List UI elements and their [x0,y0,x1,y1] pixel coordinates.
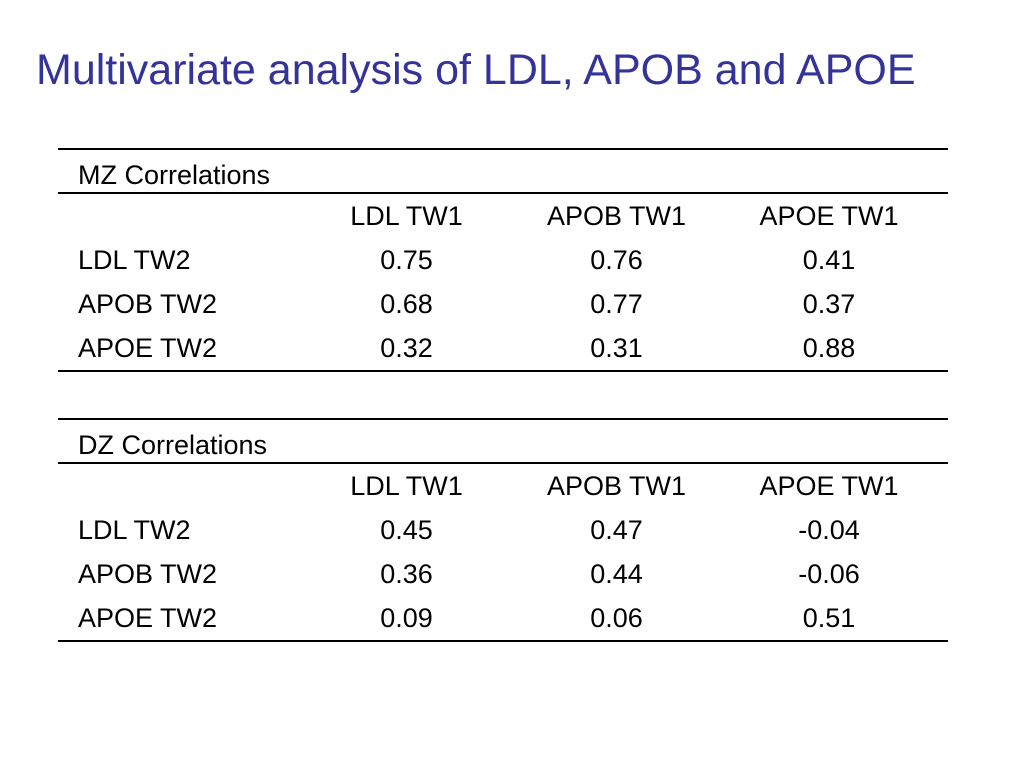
column-header: LDL TW1 [350,471,463,501]
table-cell: 0.37 [802,289,856,319]
table-row: APOB TW2 0.36 0.44 -0.06 [58,552,948,596]
top-rule [58,148,948,150]
header-corner [58,464,290,508]
table-cell: 0.68 [380,289,433,319]
table-cell: -0.04 [798,515,860,545]
table-cell: 0.47 [590,515,643,545]
column-header: APOB TW1 [546,201,687,231]
column-header: APOE TW1 [759,471,899,501]
table-cell: 0.75 [380,245,433,275]
table-cell: 0.45 [380,515,433,545]
row-label: APOB TW2 [78,289,218,319]
row-label: LDL TW2 [78,515,191,545]
bottom-rule [58,640,948,642]
table-cell: 0.41 [802,245,856,275]
table-cell: 0.09 [380,603,433,633]
table-cell: 0.06 [590,603,643,633]
table-cell: 0.32 [380,333,433,363]
dz-correlations-table: DZ Correlations LDL TW1 APOB TW1 APOE TW… [58,418,948,642]
table-cell: 0.31 [590,333,643,363]
caption-rule [58,462,948,464]
row-label: APOB TW2 [78,559,218,589]
header-corner [58,194,290,238]
slide-title: Multivariate analysis of LDL, APOB and A… [36,46,916,94]
table-caption: MZ Correlations [78,160,271,190]
header-row: LDL TW1 APOB TW1 APOE TW1 [58,464,948,508]
table-cell: 0.88 [802,333,856,363]
column-header: LDL TW1 [350,201,463,231]
row-label: APOE TW2 [78,333,218,363]
table-row: APOE TW2 0.09 0.06 0.51 [58,596,948,640]
table-row: APOE TW2 0.32 0.31 0.88 [58,326,948,370]
table-cell: 0.77 [590,289,643,319]
table-cell: -0.06 [798,559,860,589]
mz-correlations-table: MZ Correlations LDL TW1 APOB TW1 APOE TW… [58,148,948,372]
table-caption: DZ Correlations [78,430,268,460]
table-cell: 0.44 [590,559,643,589]
row-label: APOE TW2 [78,603,218,633]
table-row: LDL TW2 0.45 0.47 -0.04 [58,508,948,552]
table-row: APOB TW2 0.68 0.77 0.37 [58,282,948,326]
table-cell: 0.51 [802,603,856,633]
column-header: APOB TW1 [546,471,687,501]
caption-rule [58,192,948,194]
row-label: LDL TW2 [78,245,191,275]
header-row: LDL TW1 APOB TW1 APOE TW1 [58,194,948,238]
table-row: LDL TW2 0.75 0.76 0.41 [58,238,948,282]
table-cell: 0.36 [380,559,433,589]
table-cell: 0.76 [590,245,643,275]
column-header: APOE TW1 [759,201,899,231]
bottom-rule [58,370,948,372]
top-rule [58,418,948,420]
